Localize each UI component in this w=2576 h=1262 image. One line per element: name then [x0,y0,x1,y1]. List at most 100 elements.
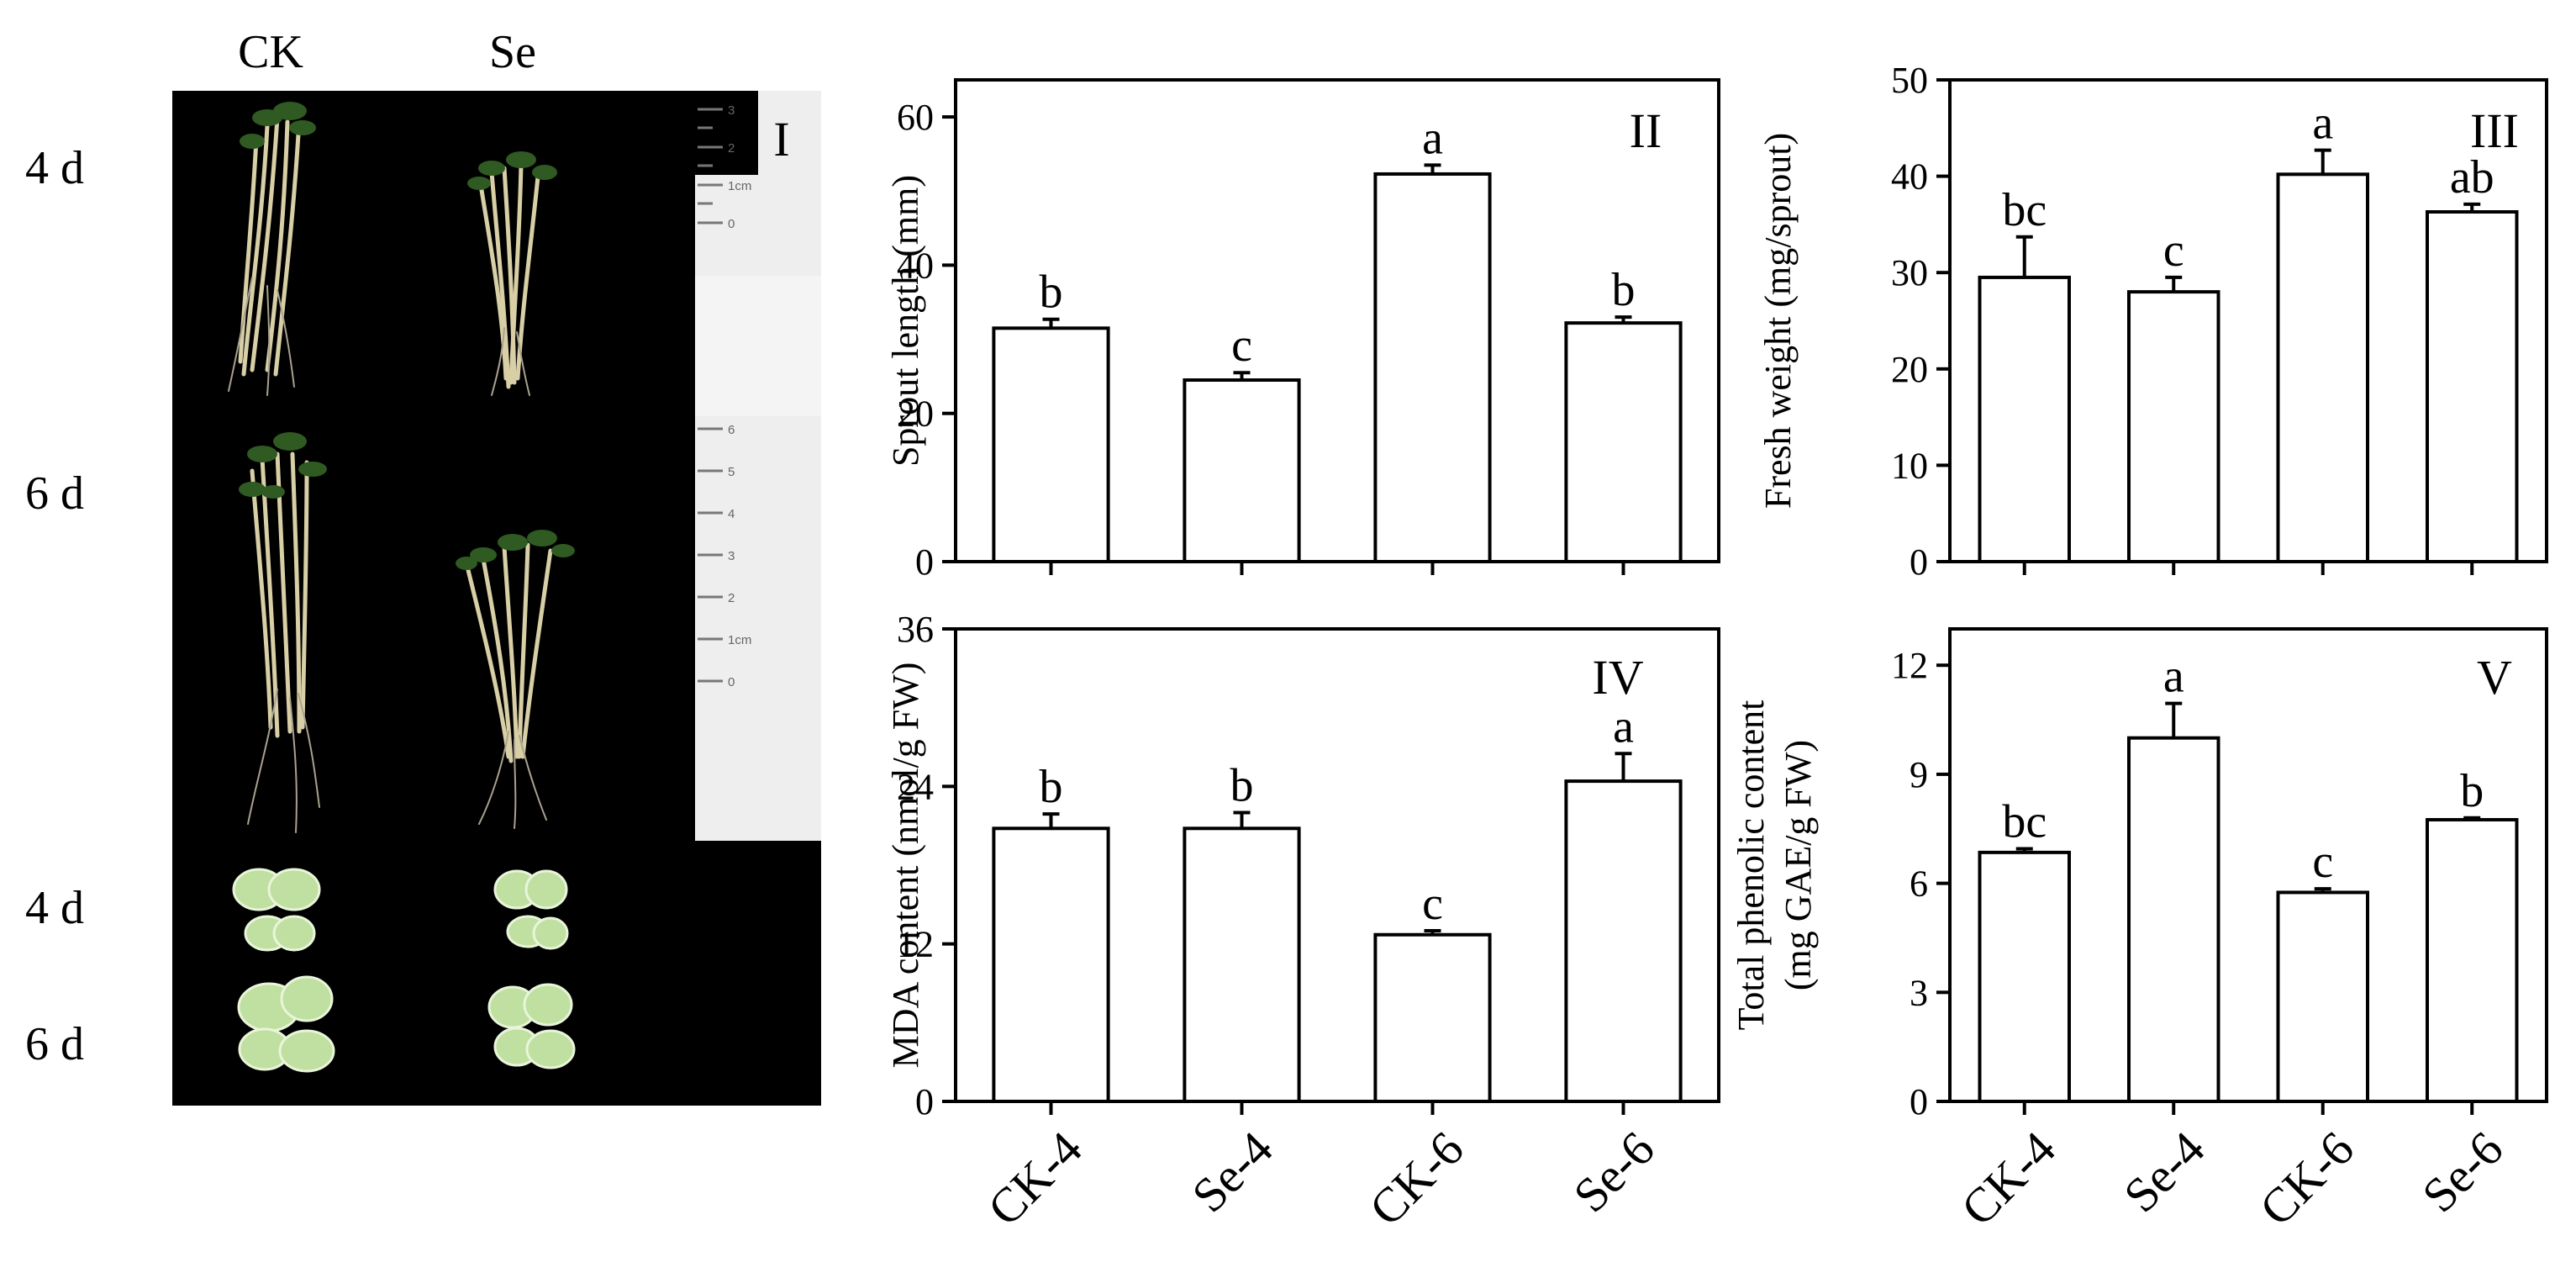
chart-mda-content: 0 12 24 36 b b c a CK-4 Se-4 CK-6 Se-6 MDA content (… [885,609,1720,1236]
sprout-ck-4d [228,102,316,396]
bar-ck-6 [1373,932,1492,1103]
significance-label: c [1422,878,1443,930]
category-label: Se-6 [1563,1121,1665,1222]
plot-frame [1948,627,2548,1103]
chart-total-phenolic: 0 3 6 9 12 bc a c b CK-4 Se-4 CK-6 Se-6 Total phenoli… [1731,627,2548,1236]
y-tick-label: 60 [897,97,934,138]
photo-row-label-1: 6 d [25,467,84,520]
photo-col-label-ck: CK [238,26,303,78]
significance-label: b [1612,264,1636,316]
significance-label: a [1422,112,1443,164]
cotyledon-se-4d [493,869,569,950]
y-tick-label: 6 [1910,863,1928,905]
ruler-upper-label-1: 2 [728,141,735,156]
y-tick-label: 9 [1910,754,1928,795]
y-tick-label: 0 [915,1081,934,1122]
ruler-lower-label-0: 6 [728,423,735,437]
sprout-se-6d [456,530,575,829]
y-tick-label: 20 [1891,349,1928,390]
sprout-ck-6d [239,432,327,833]
panel-id: V [2477,650,2512,705]
panel-id: IV [1592,650,1643,705]
y-tick-label: 0 [915,541,934,583]
ruler-strip-lower [695,416,821,841]
bar-se-4 [2127,736,2220,1103]
ruler-lower-label-3: 3 [728,549,735,563]
y-axis-label: Fresh weight (mg/sprout) [1757,133,1799,509]
y-axis-label: MDA content (nmol/g FW) [885,663,926,1069]
significance-label: a [2312,98,2333,150]
bar-se-6 [2426,210,2519,563]
sprout-se-4d [467,151,557,396]
chart-sprout-length: 0 20 40 60 b c a b Sprout length (mm) II [885,78,1720,583]
y-tick-label: 0 [1910,1081,1928,1122]
ruler-upper-label-2: 1cm [728,179,751,193]
photo-col-label-se: Se [489,26,536,78]
significance-label: b [1230,760,1254,812]
bar-ck-4 [1978,275,2071,563]
ruler-lower-label-4: 2 [728,591,735,605]
y-axis-label: Total phenolic content [1731,700,1772,1031]
significance-label: c [2163,224,2184,277]
photo-panel-id: I [773,112,789,166]
bar-ck-6 [2276,172,2369,563]
bar-se-4 [1183,378,1301,563]
plot-frame [954,627,1720,1103]
significance-label: a [1613,700,1634,752]
ruler-lower-label-1: 5 [728,465,735,479]
bar-ck-4 [1978,850,2071,1103]
photo-background-right [695,841,821,1106]
photo-row-label-3: 6 d [25,1018,84,1070]
category-label: Se-4 [2113,1121,2215,1222]
y-tick-label: 3 [1910,972,1928,1013]
ruler-lower-label-5: 1cm [728,633,751,647]
plot-frame [1948,78,2548,563]
photo-row-label-2: 4 d [25,882,84,934]
y-tick-label: 12 [897,924,934,965]
photo-row-label-0: 4 d [25,142,84,194]
bar-se-6 [1564,779,1683,1103]
y-tick-label: 30 [1891,252,1928,293]
bar-ck-6 [2276,890,2369,1104]
significance-label: c [2312,836,2333,888]
y-tick-label: 36 [897,609,934,650]
category-label: CK-4 [1951,1121,2066,1236]
category-label: CK-6 [1359,1121,1474,1236]
panel-id: II [1630,103,1662,158]
significance-label: b [1040,761,1063,813]
y-axis-label: Sprout length (mm) [885,175,926,467]
y-tick-label: 0 [1910,541,1928,583]
bar-se-6 [2426,817,2519,1103]
y-tick-label: 24 [897,766,934,807]
ruler-strip-middle [695,276,821,416]
plot-frame [954,78,1720,563]
chart-fresh-weight: 0 10 20 30 40 50 bc c a ab Fresh weight (mg/sprout… [1757,60,2548,583]
bar-se-4 [1183,826,1301,1103]
significance-label: b [1040,267,1063,319]
significance-label: ab [2450,151,2494,203]
significance-label: a [2163,651,2184,703]
panel-id: III [2470,103,2519,158]
y-tick-label: 50 [1891,60,1928,101]
ruler-lower: 6 5 4 3 2 1cm 0 [698,423,751,689]
y-tick-label: 12 [1891,645,1928,686]
significance-label: bc [2002,184,2047,236]
bar-se-4 [2127,290,2220,563]
category-label: Se-4 [1182,1121,1283,1222]
y-axis-label: (mg GAE/g FW) [1778,740,1819,990]
y-tick-label: 40 [897,245,934,286]
ruler-lower-label-6: 0 [728,675,735,689]
bar-se-6 [1564,321,1683,563]
bar-ck-4 [992,326,1110,563]
category-label: Se-6 [2411,1121,2513,1222]
ruler-lower-label-2: 4 [728,507,735,521]
category-label: CK-6 [2249,1121,2364,1236]
y-tick-label: 40 [1891,156,1928,198]
cotyledon-se-6d [487,983,576,1069]
cotyledon-ck-6d [237,975,335,1073]
bar-ck-6 [1373,172,1492,563]
cotyledon-ck-4d [232,868,321,952]
ruler-upper-label-3: 0 [728,217,735,231]
ruler-upper: 3 2 1cm 0 [698,103,751,231]
